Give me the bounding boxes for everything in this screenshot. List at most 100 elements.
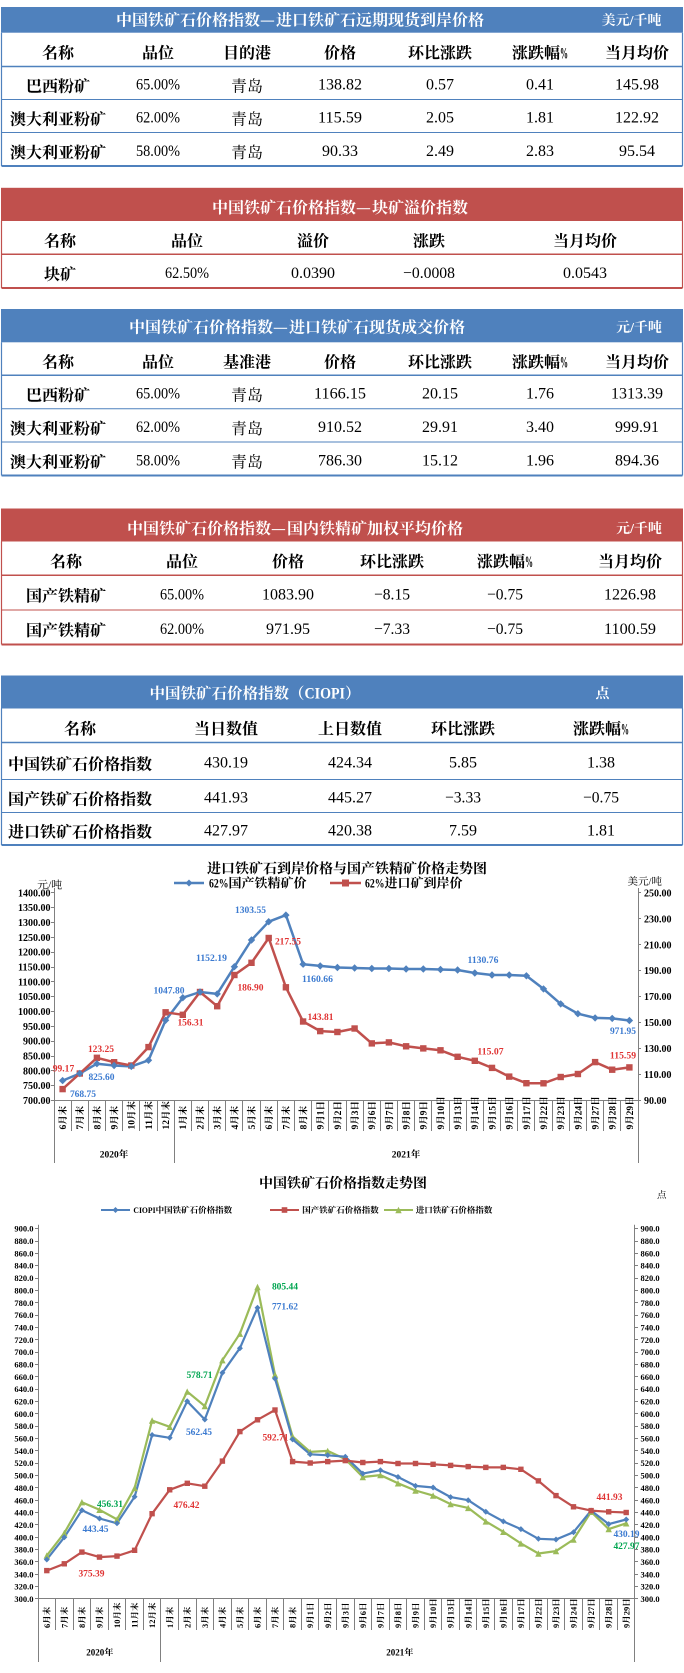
- svg-text:910.52: 910.52: [318, 419, 362, 436]
- svg-text:2.49: 2.49: [426, 143, 454, 160]
- svg-text:28: 28: [609, 1106, 619, 1116]
- svg-text:−0.0008: −0.0008: [403, 265, 455, 282]
- svg-text:1.81: 1.81: [587, 823, 615, 840]
- svg-text:600.0: 600.0: [641, 1409, 660, 1419]
- svg-text:8: 8: [93, 1124, 103, 1129]
- svg-text:6: 6: [265, 1124, 275, 1129]
- svg-text:9: 9: [463, 1624, 473, 1628]
- svg-text:562.45: 562.45: [186, 1428, 212, 1438]
- svg-text:−0.75: −0.75: [487, 621, 523, 638]
- svg-text:27: 27: [586, 1606, 596, 1615]
- svg-text:320.0: 320.0: [14, 1582, 33, 1592]
- svg-text:1313.39: 1313.39: [611, 386, 663, 403]
- svg-text:9: 9: [411, 1611, 421, 1615]
- svg-text:427.97: 427.97: [613, 1542, 639, 1552]
- svg-text:540.0: 540.0: [14, 1446, 33, 1456]
- svg-text:700.00: 700.00: [23, 1096, 51, 1107]
- svg-text:9: 9: [437, 1124, 447, 1129]
- svg-text:9: 9: [604, 1624, 614, 1628]
- svg-text:840.0: 840.0: [641, 1261, 660, 1271]
- svg-text:65.00%: 65.00%: [136, 77, 180, 94]
- svg-text:7: 7: [376, 1610, 386, 1615]
- svg-text:58.00%: 58.00%: [136, 453, 180, 470]
- svg-text:210.00: 210.00: [644, 940, 672, 951]
- svg-text:4: 4: [231, 1124, 241, 1129]
- svg-text:%: %: [525, 554, 533, 571]
- svg-text:1.96: 1.96: [526, 453, 554, 470]
- svg-text:9: 9: [621, 1624, 631, 1628]
- svg-text:340.0: 340.0: [14, 1569, 33, 1579]
- svg-text:1100.00: 1100.00: [18, 977, 51, 988]
- svg-text:860.0: 860.0: [641, 1248, 660, 1258]
- svg-text:971.95: 971.95: [266, 621, 310, 638]
- svg-text:2020: 2020: [86, 1647, 105, 1657]
- svg-text:7: 7: [270, 1623, 280, 1628]
- svg-text:1226.98: 1226.98: [604, 586, 656, 603]
- svg-text:250.00: 250.00: [644, 888, 672, 899]
- svg-text:22: 22: [534, 1607, 544, 1616]
- svg-text:3: 3: [214, 1124, 224, 1129]
- svg-text:9: 9: [540, 1124, 550, 1129]
- svg-text:580.0: 580.0: [14, 1421, 33, 1431]
- svg-text:1130.76: 1130.76: [468, 956, 499, 966]
- svg-text:9: 9: [626, 1124, 636, 1129]
- svg-text:2: 2: [182, 1624, 192, 1628]
- svg-text:9: 9: [523, 1124, 533, 1129]
- svg-text:/: /: [629, 321, 635, 336]
- svg-text:4: 4: [217, 1623, 227, 1628]
- svg-text:23: 23: [557, 1106, 567, 1116]
- svg-text:9: 9: [420, 1124, 430, 1129]
- svg-text:9: 9: [317, 1124, 327, 1129]
- svg-text:8: 8: [393, 1611, 403, 1615]
- svg-text:16: 16: [498, 1607, 508, 1616]
- svg-text:3: 3: [340, 1611, 350, 1615]
- svg-text:0.41: 0.41: [526, 77, 554, 94]
- svg-text:420.0: 420.0: [641, 1520, 660, 1530]
- svg-text:820.0: 820.0: [641, 1273, 660, 1283]
- svg-text:10: 10: [428, 1607, 438, 1616]
- svg-text:2.83: 2.83: [526, 143, 554, 160]
- svg-text:9: 9: [569, 1624, 579, 1628]
- svg-text:578.71: 578.71: [186, 1371, 212, 1381]
- svg-text:14: 14: [463, 1606, 473, 1615]
- svg-text:720.0: 720.0: [14, 1335, 33, 1345]
- svg-text:186.90: 186.90: [237, 984, 263, 994]
- svg-text:6: 6: [42, 1624, 52, 1628]
- svg-text:427.97: 427.97: [204, 823, 248, 840]
- svg-text:9: 9: [323, 1624, 333, 1628]
- svg-text:14: 14: [471, 1106, 481, 1116]
- svg-text:860.0: 860.0: [14, 1248, 33, 1258]
- svg-text:560.0: 560.0: [641, 1434, 660, 1444]
- svg-text:441.93: 441.93: [204, 790, 248, 807]
- svg-text:768.75: 768.75: [70, 1090, 96, 1100]
- svg-text:/: /: [629, 522, 635, 537]
- svg-text:99.17: 99.17: [53, 1064, 75, 1074]
- svg-text:900.0: 900.0: [14, 1224, 33, 1234]
- svg-text:/: /: [48, 880, 52, 892]
- svg-text:9: 9: [385, 1124, 395, 1129]
- svg-text:9: 9: [95, 1624, 105, 1628]
- svg-text:2: 2: [323, 1611, 333, 1615]
- svg-text:8: 8: [77, 1624, 87, 1628]
- svg-text:1150.00: 1150.00: [18, 963, 51, 974]
- svg-text:9: 9: [420, 1110, 430, 1115]
- svg-text:9: 9: [592, 1124, 602, 1129]
- svg-text:520.0: 520.0: [14, 1458, 33, 1468]
- svg-text:700.0: 700.0: [14, 1347, 33, 1357]
- svg-text:760.0: 760.0: [14, 1310, 33, 1320]
- svg-text:430.19: 430.19: [613, 1530, 639, 1540]
- svg-text:190.00: 190.00: [644, 966, 672, 977]
- svg-text:9: 9: [534, 1624, 544, 1628]
- svg-text:950.00: 950.00: [23, 1022, 51, 1033]
- svg-text:441.93: 441.93: [596, 1493, 622, 1503]
- svg-text:1250.00: 1250.00: [18, 933, 51, 944]
- svg-text:9: 9: [471, 1124, 481, 1129]
- svg-text:420.0: 420.0: [14, 1520, 33, 1530]
- svg-text:5: 5: [235, 1624, 245, 1628]
- svg-text:9: 9: [334, 1124, 344, 1129]
- svg-text:24: 24: [569, 1606, 579, 1615]
- svg-text:500.0: 500.0: [641, 1471, 660, 1481]
- svg-text:2: 2: [196, 1124, 206, 1129]
- svg-text:476.42: 476.42: [173, 1501, 199, 1511]
- svg-text:115.59: 115.59: [318, 110, 362, 127]
